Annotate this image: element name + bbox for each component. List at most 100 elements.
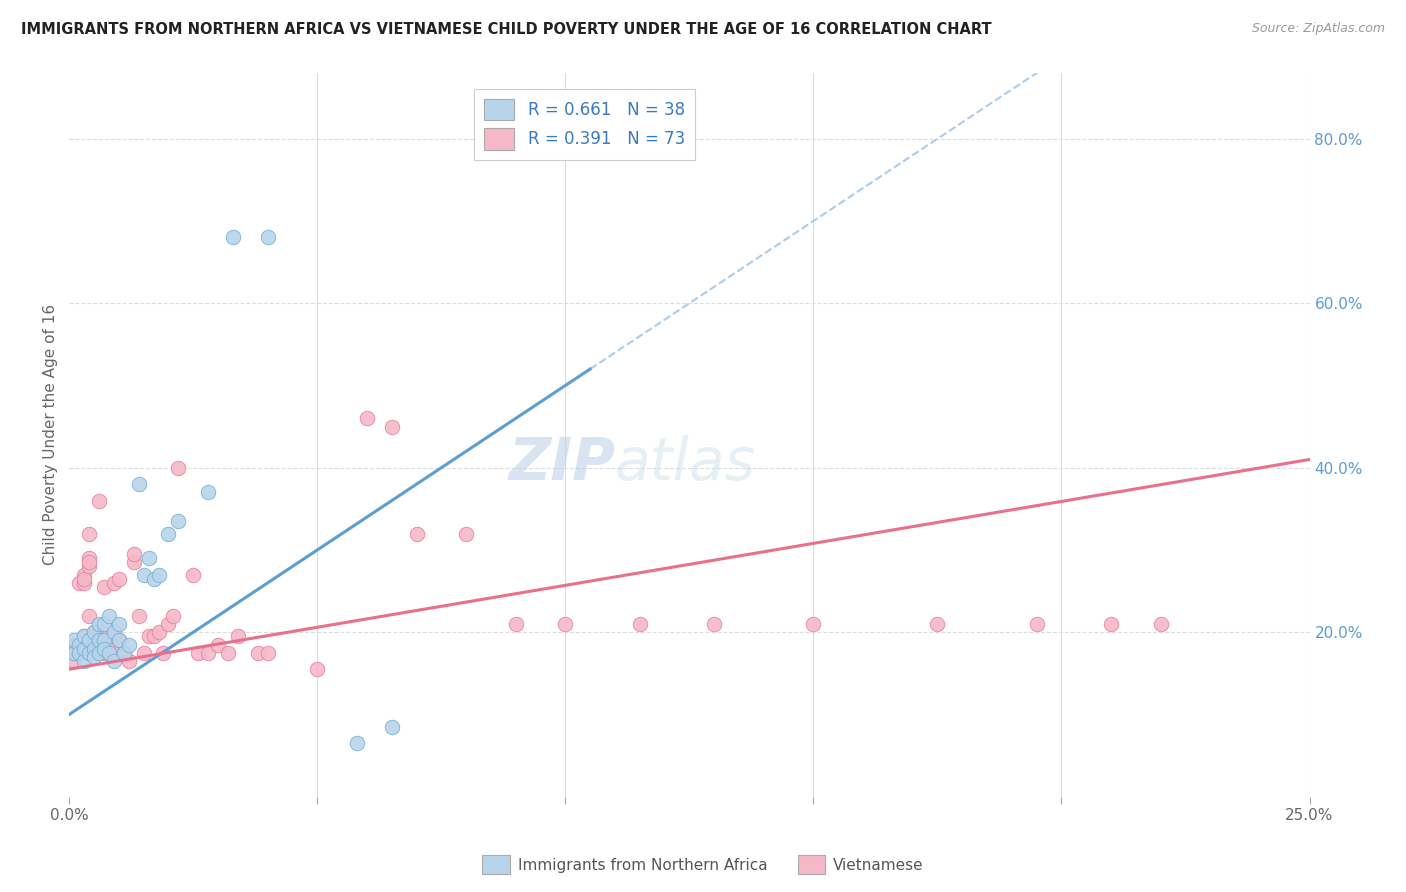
Point: [73, 638, 96, 652]
Point: [405, 526, 427, 541]
Point: [73, 567, 96, 582]
Point: [122, 555, 145, 569]
Text: ZIP: ZIP: [508, 435, 614, 492]
Point: [83, 625, 105, 640]
Point: [73, 572, 96, 586]
Point: [97, 629, 120, 643]
Point: [1025, 617, 1047, 632]
Point: [108, 633, 131, 648]
Point: [505, 617, 527, 632]
Point: [103, 629, 125, 643]
Point: [307, 662, 329, 676]
Point: [112, 646, 135, 660]
Point: [77, 646, 100, 660]
Point: [148, 567, 170, 582]
Point: [108, 617, 131, 632]
Point: [142, 629, 165, 643]
Point: [152, 646, 174, 660]
Point: [73, 629, 96, 643]
Point: [83, 638, 105, 652]
Point: [554, 617, 576, 632]
Point: [93, 641, 115, 656]
Point: [456, 526, 478, 541]
Point: [187, 646, 209, 660]
Point: [93, 633, 115, 648]
Point: [77, 633, 100, 648]
Point: [181, 567, 204, 582]
Point: [67, 646, 90, 660]
Point: [256, 646, 278, 660]
Point: [97, 646, 120, 660]
Point: [197, 485, 219, 500]
Point: [132, 567, 155, 582]
Point: [77, 551, 100, 566]
Point: [73, 629, 96, 643]
Point: [103, 625, 125, 640]
Point: [162, 608, 184, 623]
Point: [222, 230, 245, 244]
Point: [226, 629, 249, 643]
Point: [93, 638, 115, 652]
Point: [927, 617, 949, 632]
Point: [93, 617, 115, 632]
Point: [63, 646, 86, 660]
Point: [77, 526, 100, 541]
Point: [217, 646, 239, 660]
Point: [83, 641, 105, 656]
Point: [346, 736, 368, 750]
Point: [142, 572, 165, 586]
Point: [128, 477, 150, 491]
Point: [67, 646, 90, 660]
Point: [256, 230, 278, 244]
Point: [132, 646, 155, 660]
Text: Source: ZipAtlas.com: Source: ZipAtlas.com: [1251, 22, 1385, 36]
Point: [118, 638, 141, 652]
Text: atlas: atlas: [614, 435, 756, 492]
Point: [148, 625, 170, 640]
Point: [83, 638, 105, 652]
Point: [67, 638, 90, 652]
Point: [87, 638, 110, 652]
Point: [381, 419, 404, 434]
Point: [77, 555, 100, 569]
Point: [83, 649, 105, 664]
Point: [67, 641, 90, 656]
Text: IMMIGRANTS FROM NORTHERN AFRICA VS VIETNAMESE CHILD POVERTY UNDER THE AGE OF 16 : IMMIGRANTS FROM NORTHERN AFRICA VS VIETN…: [21, 22, 991, 37]
Point: [97, 638, 120, 652]
Point: [93, 646, 115, 660]
Point: [87, 633, 110, 648]
Point: [112, 646, 135, 660]
Point: [1150, 617, 1173, 632]
Point: [93, 580, 115, 594]
Point: [83, 633, 105, 648]
Point: [246, 646, 269, 660]
Point: [73, 641, 96, 656]
Point: [77, 559, 100, 574]
Point: [63, 646, 86, 660]
Point: [63, 646, 86, 660]
Y-axis label: Child Poverty Under the Age of 16: Child Poverty Under the Age of 16: [44, 304, 58, 566]
Point: [703, 617, 725, 632]
Point: [77, 608, 100, 623]
Point: [87, 646, 110, 660]
Point: [63, 633, 86, 648]
Point: [97, 608, 120, 623]
Point: [73, 638, 96, 652]
Legend: Immigrants from Northern Africa, Vietnamese: Immigrants from Northern Africa, Vietnam…: [477, 849, 929, 880]
Point: [207, 638, 229, 652]
Point: [381, 720, 404, 734]
Point: [167, 460, 190, 475]
Point: [138, 551, 160, 566]
Point: [73, 654, 96, 668]
Point: [157, 617, 180, 632]
Point: [167, 514, 190, 528]
Point: [87, 493, 110, 508]
Point: [108, 572, 131, 586]
Point: [67, 575, 90, 590]
Point: [103, 575, 125, 590]
Point: [803, 617, 825, 632]
Point: [118, 654, 141, 668]
Point: [1099, 617, 1122, 632]
Point: [628, 617, 651, 632]
Point: [67, 646, 90, 660]
